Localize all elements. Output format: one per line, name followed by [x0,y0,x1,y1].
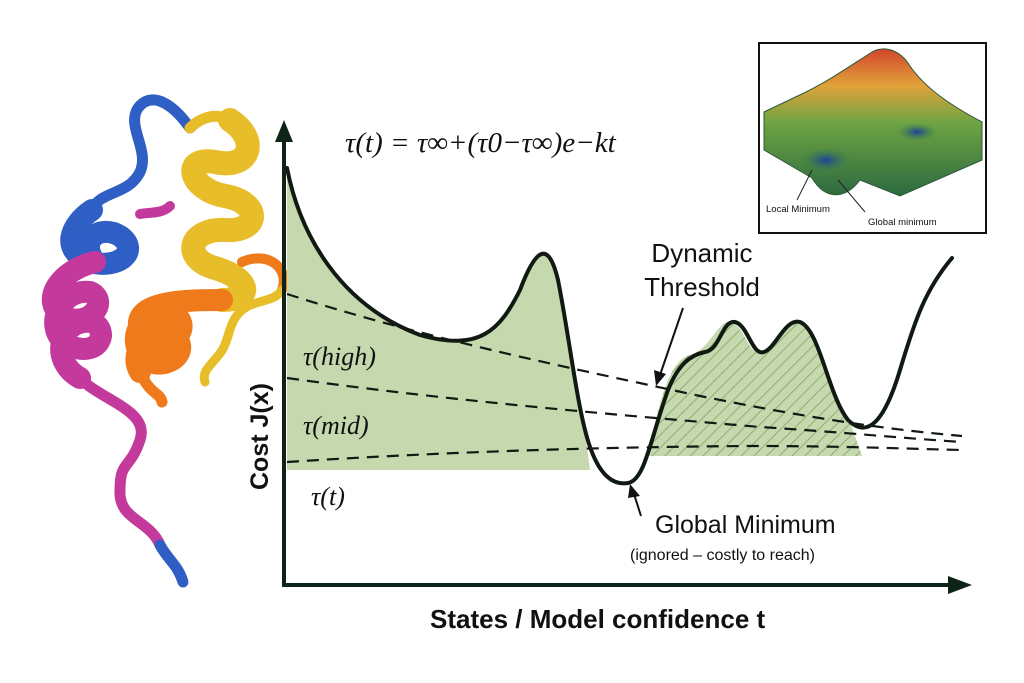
inset-global-label: Global minimum [868,217,937,228]
inset-local-pointer [796,169,813,201]
tau-mid-label: τ(mid) [303,411,369,440]
tau-mid-line [286,376,963,444]
cost-curve [285,166,954,486]
protein-helix-illustration [41,94,289,588]
global-minimum-label: Global Minimum [655,511,836,539]
helix-orange-end [134,366,168,408]
inset-local-label: Local Minimum [766,204,830,215]
shaded-region-right-hatched [648,321,862,456]
global-minimum-note: (ignored – costly to reach) [630,547,815,564]
global-minimum-pointer [633,493,642,517]
shaded-region-left [287,168,590,470]
helix-magenta-tail-lower [114,484,166,551]
tau-t-label: τ(t) [311,482,345,511]
y-axis-arrow [275,120,293,142]
inset-global-well [897,123,937,141]
helix-blue-loop [86,94,196,216]
helix-blue-coil [60,199,139,275]
inset-global-pointer [837,179,866,213]
helix-blue-tail [154,539,189,588]
helix-magenta-link [135,201,175,219]
tau-t-line [286,444,963,464]
x-axis-label: States / Model confidence t [430,604,766,634]
tau-high-label: τ(high) [303,342,376,371]
helix-yellow-strand [199,285,287,387]
axes [275,120,972,594]
formula: τ(t) = τ∞+(τ0−τ∞)e−kt [345,127,617,159]
helix-yellow-coil [181,108,264,312]
inset-local-well [802,148,850,172]
energy-landscape-inset: Local Minimum Global minimum [758,42,987,234]
helix-orange-coil [125,289,233,383]
global-minimum-arrowhead [628,484,640,498]
dynamic-threshold-arrowhead [654,370,666,386]
y-axis-label: Cost J(x) [246,383,274,490]
x-axis-arrow [948,576,972,594]
dynamic-threshold-label-line2: Threshold [644,272,760,302]
helix-magenta-tail [74,372,147,496]
dynamic-threshold-pointer [659,307,684,376]
dynamic-threshold-label-line1: Dynamic [651,238,752,268]
helix-magenta-coil [41,251,112,389]
